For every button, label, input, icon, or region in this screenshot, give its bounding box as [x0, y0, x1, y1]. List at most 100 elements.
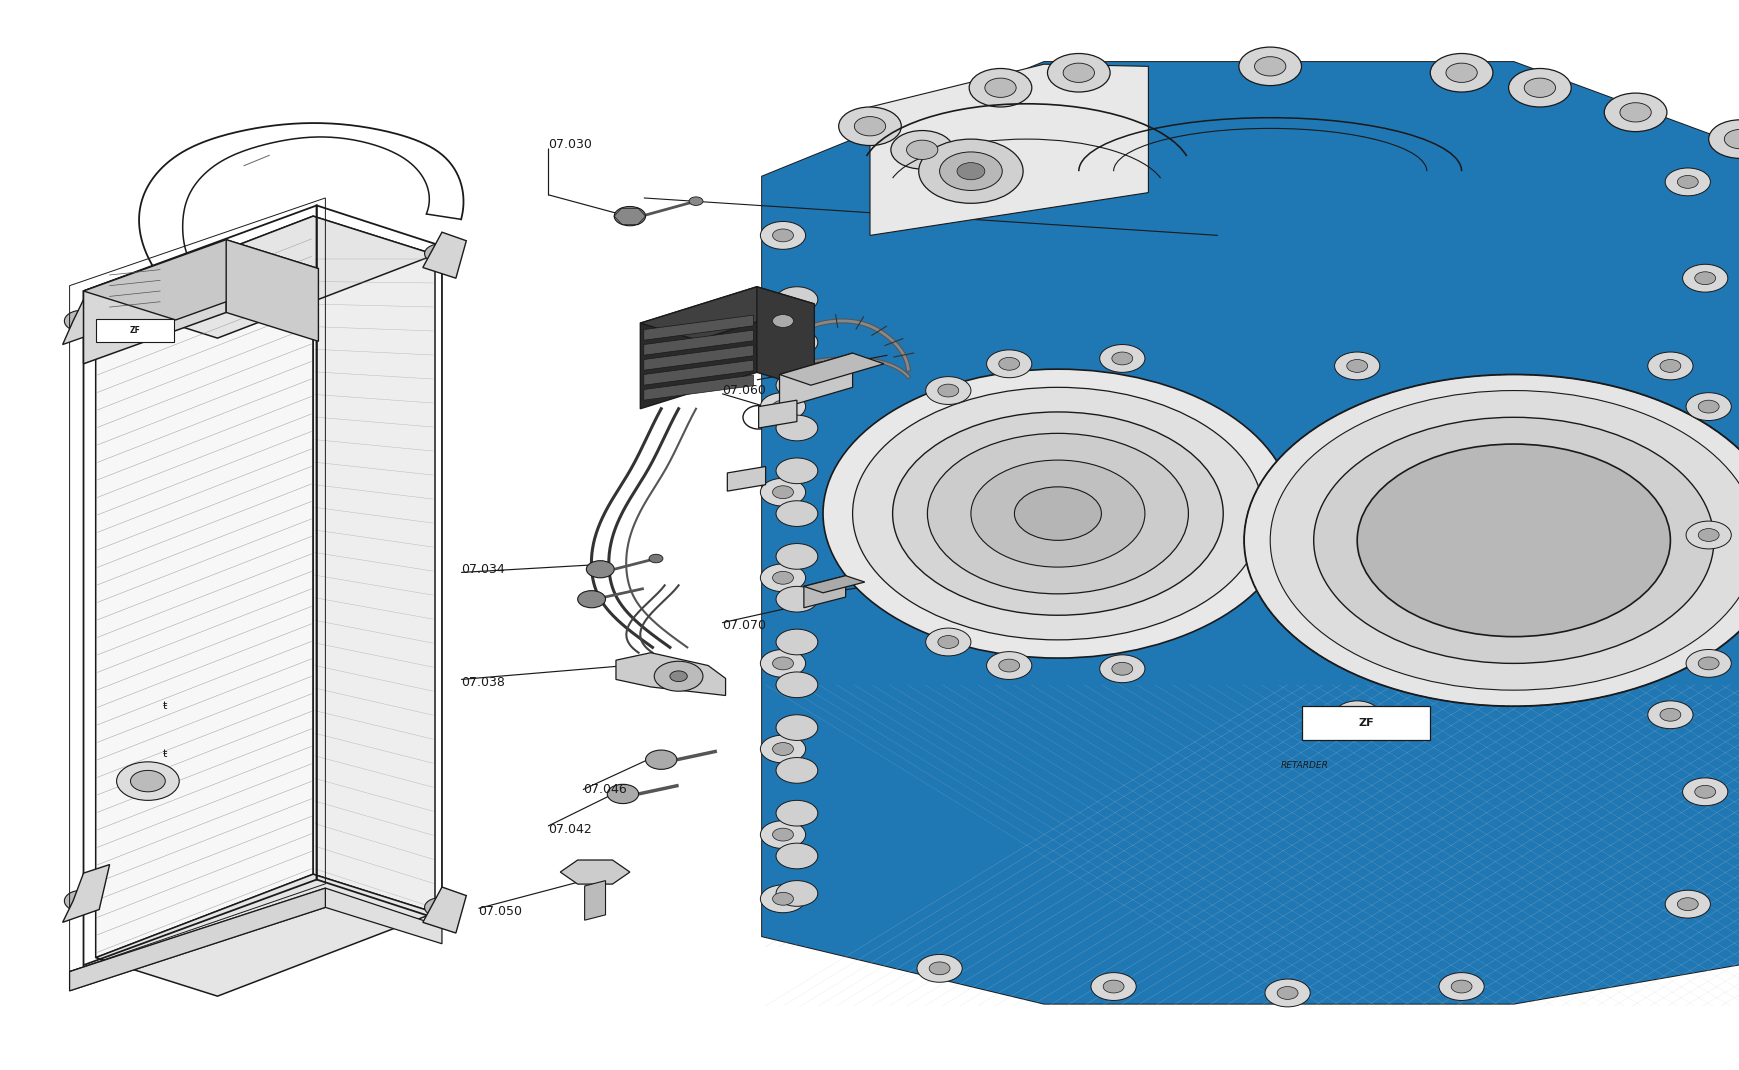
- Circle shape: [1685, 521, 1730, 549]
- Text: ZF: ZF: [1358, 718, 1372, 729]
- Circle shape: [776, 501, 817, 526]
- Circle shape: [776, 330, 817, 355]
- Circle shape: [1647, 352, 1692, 380]
- Circle shape: [892, 412, 1223, 615]
- Circle shape: [772, 828, 793, 841]
- Circle shape: [614, 207, 645, 226]
- Circle shape: [1664, 890, 1709, 918]
- Text: 07.030: 07.030: [548, 138, 591, 151]
- Text: ŧ: ŧ: [163, 701, 167, 712]
- Polygon shape: [423, 887, 466, 933]
- Circle shape: [776, 881, 817, 906]
- Circle shape: [1445, 63, 1476, 82]
- Text: ZF: ZF: [129, 326, 141, 335]
- Circle shape: [998, 659, 1019, 672]
- Polygon shape: [423, 232, 466, 278]
- Circle shape: [1276, 987, 1297, 999]
- Circle shape: [760, 393, 805, 421]
- Circle shape: [1647, 701, 1692, 729]
- Text: RETARDER: RETARDER: [1280, 761, 1329, 769]
- Polygon shape: [96, 319, 174, 342]
- Circle shape: [1099, 655, 1144, 683]
- Circle shape: [760, 735, 805, 763]
- Circle shape: [654, 661, 703, 691]
- Circle shape: [984, 78, 1016, 97]
- Circle shape: [1685, 649, 1730, 677]
- Circle shape: [970, 460, 1144, 567]
- Circle shape: [1682, 264, 1727, 292]
- Polygon shape: [83, 240, 226, 364]
- Polygon shape: [1301, 706, 1429, 740]
- Circle shape: [670, 671, 687, 682]
- Circle shape: [760, 564, 805, 592]
- Circle shape: [1047, 54, 1109, 92]
- Circle shape: [586, 561, 614, 578]
- Polygon shape: [560, 860, 630, 884]
- Circle shape: [117, 762, 179, 800]
- Circle shape: [776, 415, 817, 441]
- Circle shape: [956, 163, 984, 180]
- Circle shape: [1708, 120, 1739, 158]
- Circle shape: [760, 821, 805, 849]
- Circle shape: [1603, 93, 1666, 132]
- Circle shape: [760, 649, 805, 677]
- Circle shape: [1697, 400, 1718, 413]
- Circle shape: [1694, 785, 1715, 798]
- Circle shape: [649, 554, 663, 563]
- Text: 07.070: 07.070: [722, 620, 765, 632]
- Polygon shape: [803, 576, 864, 593]
- Text: 07.060: 07.060: [722, 384, 765, 397]
- Polygon shape: [643, 376, 753, 400]
- Polygon shape: [584, 881, 605, 920]
- Text: ŧ: ŧ: [163, 749, 167, 760]
- Circle shape: [772, 229, 793, 242]
- Text: 07.042: 07.042: [548, 823, 591, 836]
- Circle shape: [130, 770, 165, 792]
- Circle shape: [998, 357, 1019, 370]
- Circle shape: [1523, 78, 1555, 97]
- Circle shape: [1334, 352, 1379, 380]
- Circle shape: [1313, 417, 1713, 663]
- Circle shape: [607, 784, 638, 804]
- Circle shape: [1099, 345, 1144, 372]
- Polygon shape: [756, 287, 814, 389]
- Polygon shape: [70, 888, 442, 991]
- Circle shape: [1659, 708, 1680, 721]
- Circle shape: [852, 387, 1263, 640]
- Circle shape: [918, 139, 1023, 203]
- Circle shape: [772, 486, 793, 499]
- Circle shape: [1450, 980, 1471, 993]
- Circle shape: [772, 743, 793, 755]
- Circle shape: [760, 221, 805, 249]
- Circle shape: [1243, 374, 1739, 706]
- Circle shape: [927, 433, 1188, 594]
- Circle shape: [64, 890, 99, 912]
- Circle shape: [986, 652, 1031, 679]
- Polygon shape: [616, 653, 725, 696]
- Circle shape: [890, 131, 953, 169]
- Circle shape: [776, 629, 817, 655]
- Polygon shape: [727, 467, 765, 491]
- Circle shape: [1090, 973, 1136, 1000]
- Circle shape: [772, 400, 793, 413]
- Polygon shape: [313, 216, 435, 913]
- Circle shape: [772, 315, 793, 327]
- Circle shape: [776, 544, 817, 569]
- Circle shape: [1685, 393, 1730, 421]
- Text: 07.034: 07.034: [461, 563, 504, 576]
- Circle shape: [776, 458, 817, 484]
- Circle shape: [1334, 701, 1379, 729]
- Polygon shape: [643, 346, 753, 370]
- Circle shape: [776, 672, 817, 698]
- Polygon shape: [70, 888, 325, 991]
- Polygon shape: [96, 216, 313, 958]
- Polygon shape: [63, 291, 110, 345]
- Circle shape: [1254, 57, 1285, 76]
- Polygon shape: [643, 361, 753, 385]
- Polygon shape: [803, 576, 845, 608]
- Text: 07.046: 07.046: [583, 783, 626, 796]
- Circle shape: [1659, 360, 1680, 372]
- Circle shape: [776, 800, 817, 826]
- Circle shape: [1111, 352, 1132, 365]
- Circle shape: [939, 152, 1002, 190]
